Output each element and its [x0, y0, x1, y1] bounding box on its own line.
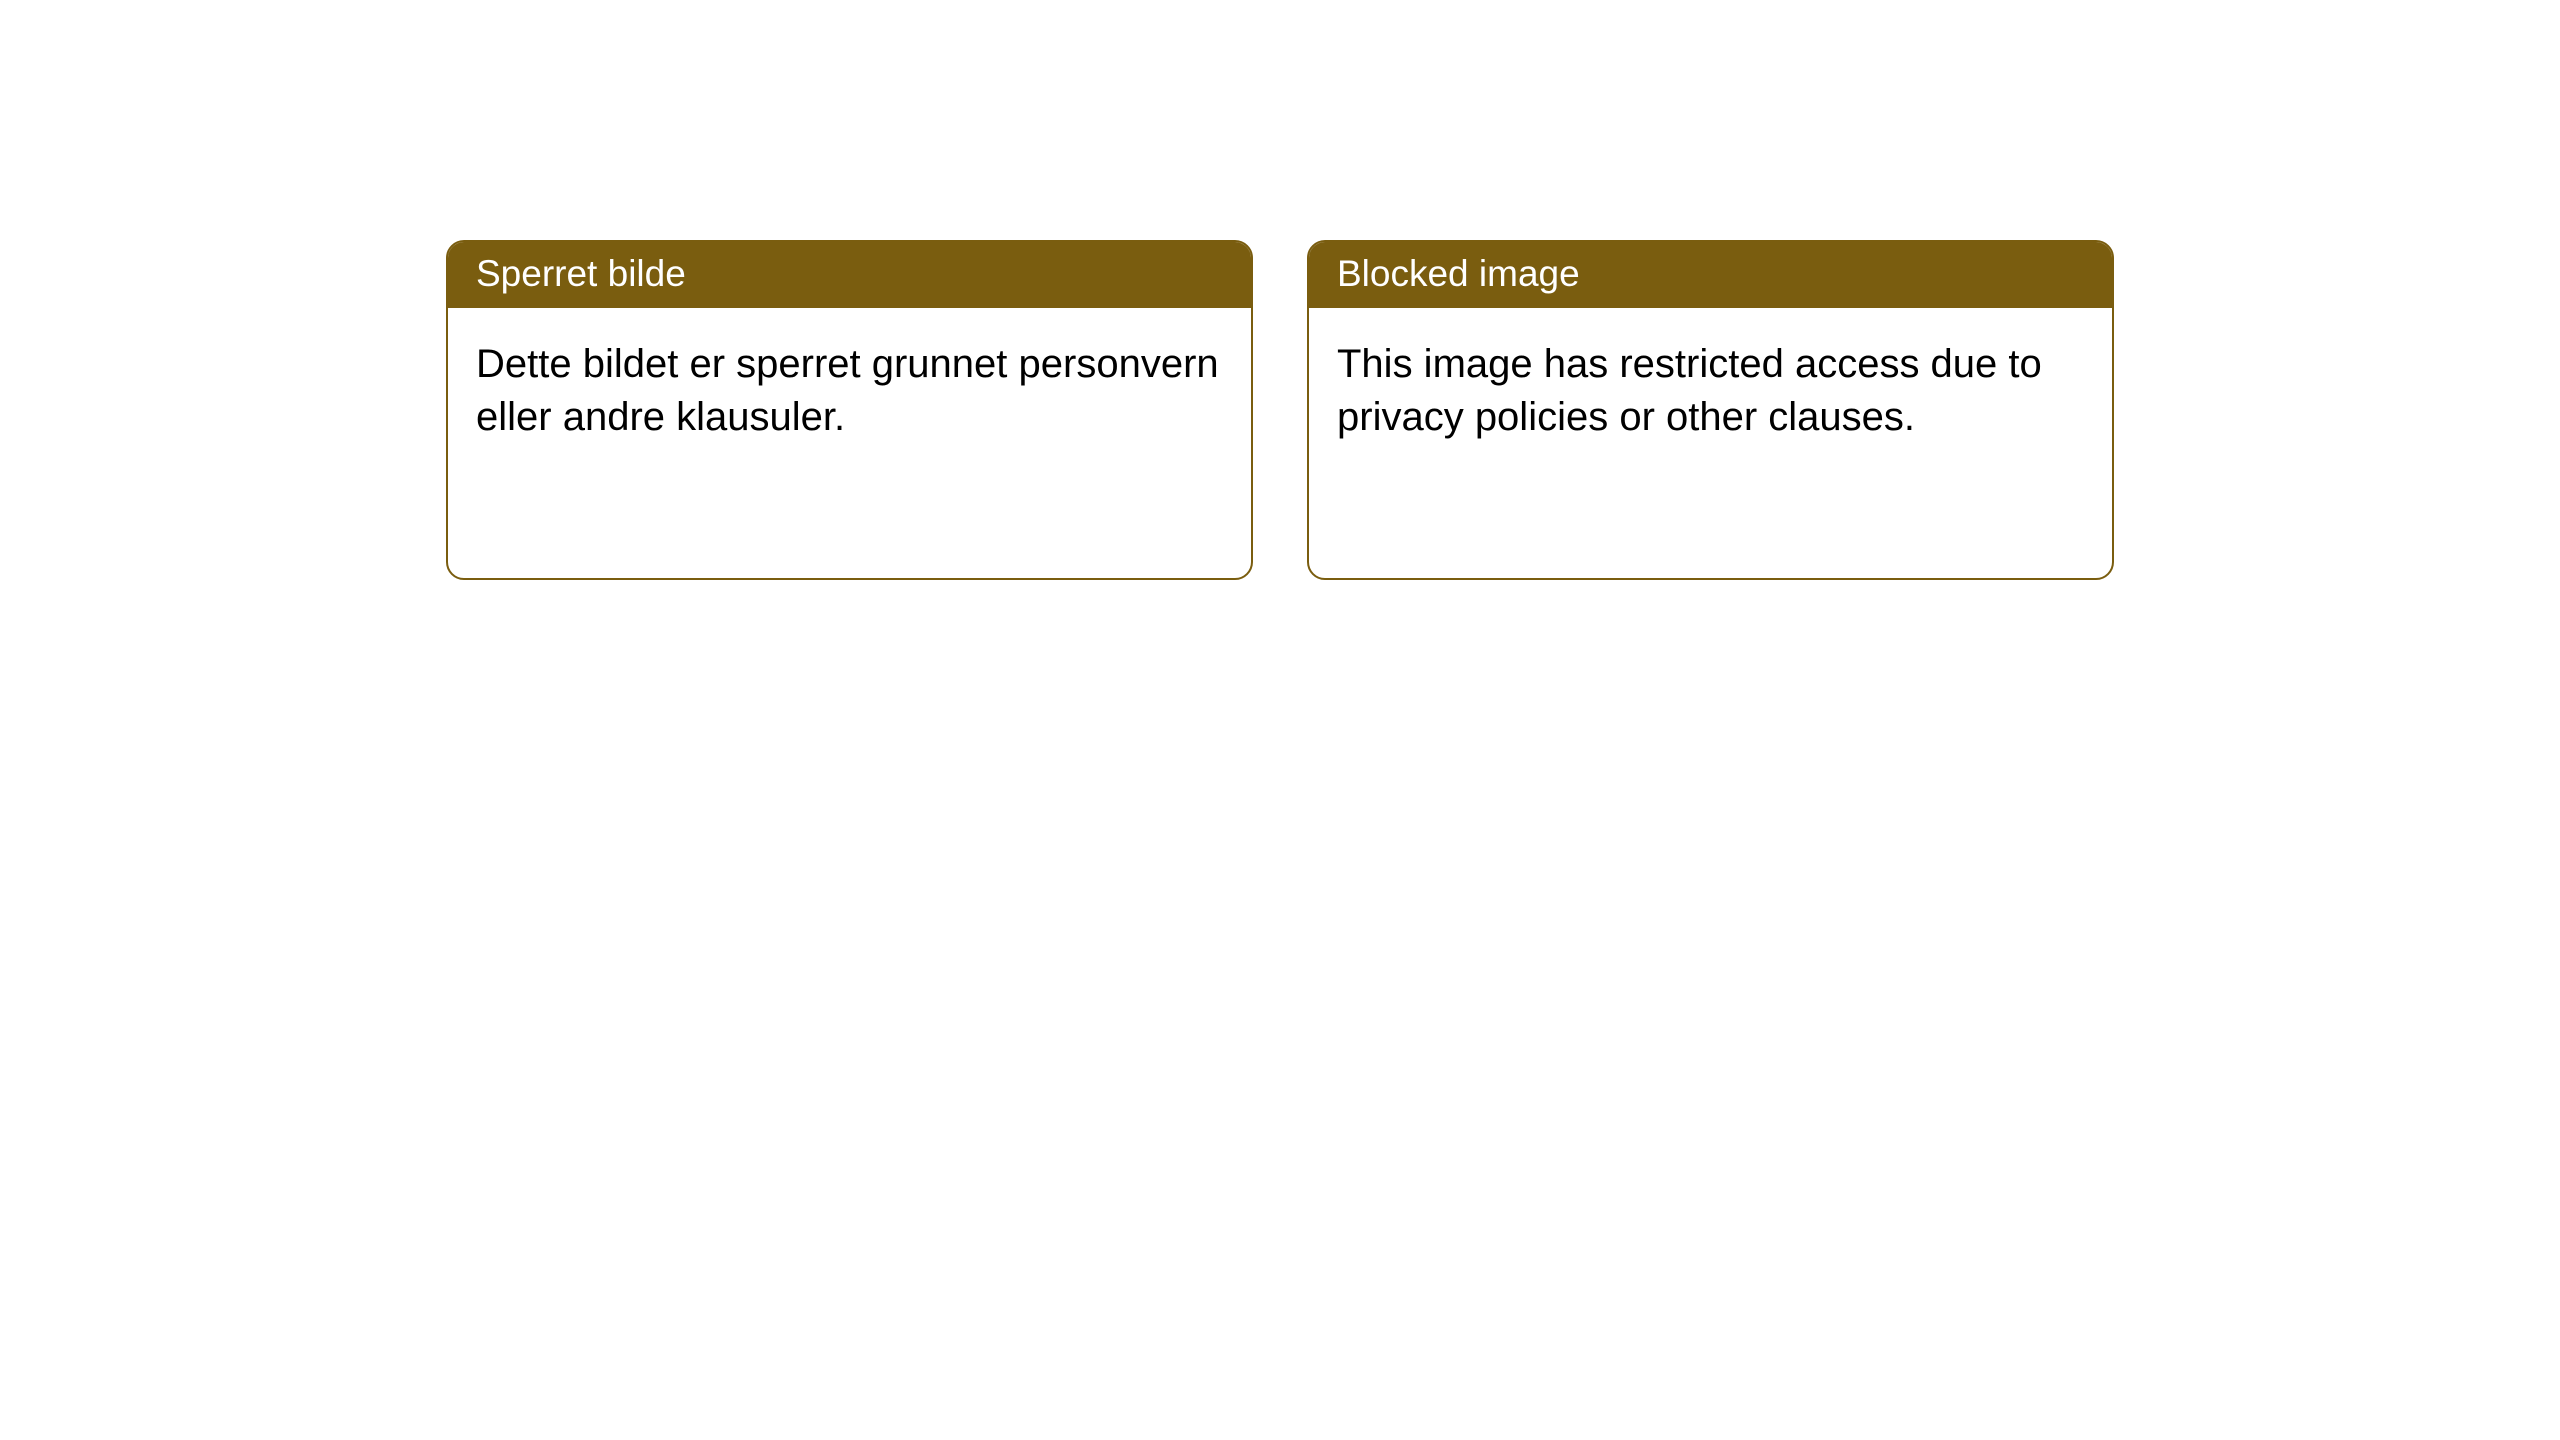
notice-card-no: Sperret bilde Dette bildet er sperret gr… — [446, 240, 1253, 580]
notice-body-en: This image has restricted access due to … — [1309, 308, 2112, 578]
notice-body-no: Dette bildet er sperret grunnet personve… — [448, 308, 1251, 578]
notice-header-no: Sperret bilde — [448, 242, 1251, 308]
notice-header-en: Blocked image — [1309, 242, 2112, 308]
notice-card-en: Blocked image This image has restricted … — [1307, 240, 2114, 580]
notice-container: Sperret bilde Dette bildet er sperret gr… — [446, 240, 2114, 580]
